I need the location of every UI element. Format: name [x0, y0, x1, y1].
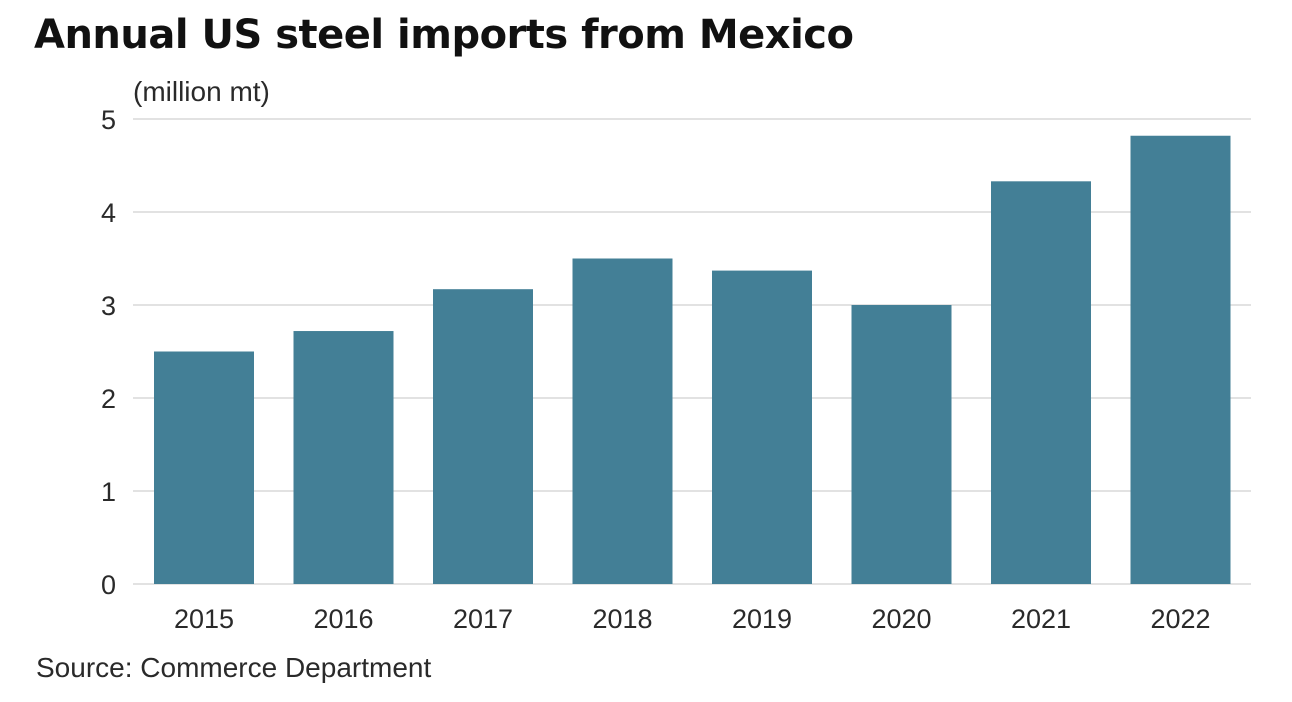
x-tick-label: 2021 [1011, 604, 1071, 634]
y-axis-ticks: 0 1 2 3 4 5 [101, 105, 116, 600]
x-tick-label: 2015 [174, 604, 234, 634]
y-tick-label: 0 [101, 570, 116, 600]
bar-2015 [154, 351, 254, 584]
bar-2017 [433, 289, 533, 584]
x-tick-label: 2017 [453, 604, 513, 634]
x-tick-label: 2022 [1150, 604, 1210, 634]
y-tick-label: 4 [101, 198, 116, 228]
x-tick-label: 2019 [732, 604, 792, 634]
bar-2016 [293, 331, 394, 584]
x-tick-label: 2016 [313, 604, 373, 634]
y-tick-label: 1 [101, 477, 116, 507]
bar-2020 [851, 305, 952, 584]
y-tick-label: 5 [101, 105, 116, 135]
bar-2021 [991, 181, 1091, 584]
source-note: Source: Commerce Department [36, 652, 432, 683]
chart-title: Annual US steel imports from Mexico [34, 12, 854, 58]
x-tick-label: 2020 [871, 604, 931, 634]
x-tick-label: 2018 [592, 604, 652, 634]
bar-2019 [712, 270, 812, 584]
bar-2022 [1130, 135, 1231, 585]
y-tick-label: 2 [101, 384, 116, 414]
y-tick-label: 3 [101, 291, 116, 321]
y-axis-unit-label: (million mt) [133, 76, 270, 107]
bar-2018 [572, 258, 673, 584]
x-axis-ticks: 2015 2016 2017 2018 2019 2020 2021 2022 [174, 604, 1211, 634]
bars [154, 135, 1231, 585]
